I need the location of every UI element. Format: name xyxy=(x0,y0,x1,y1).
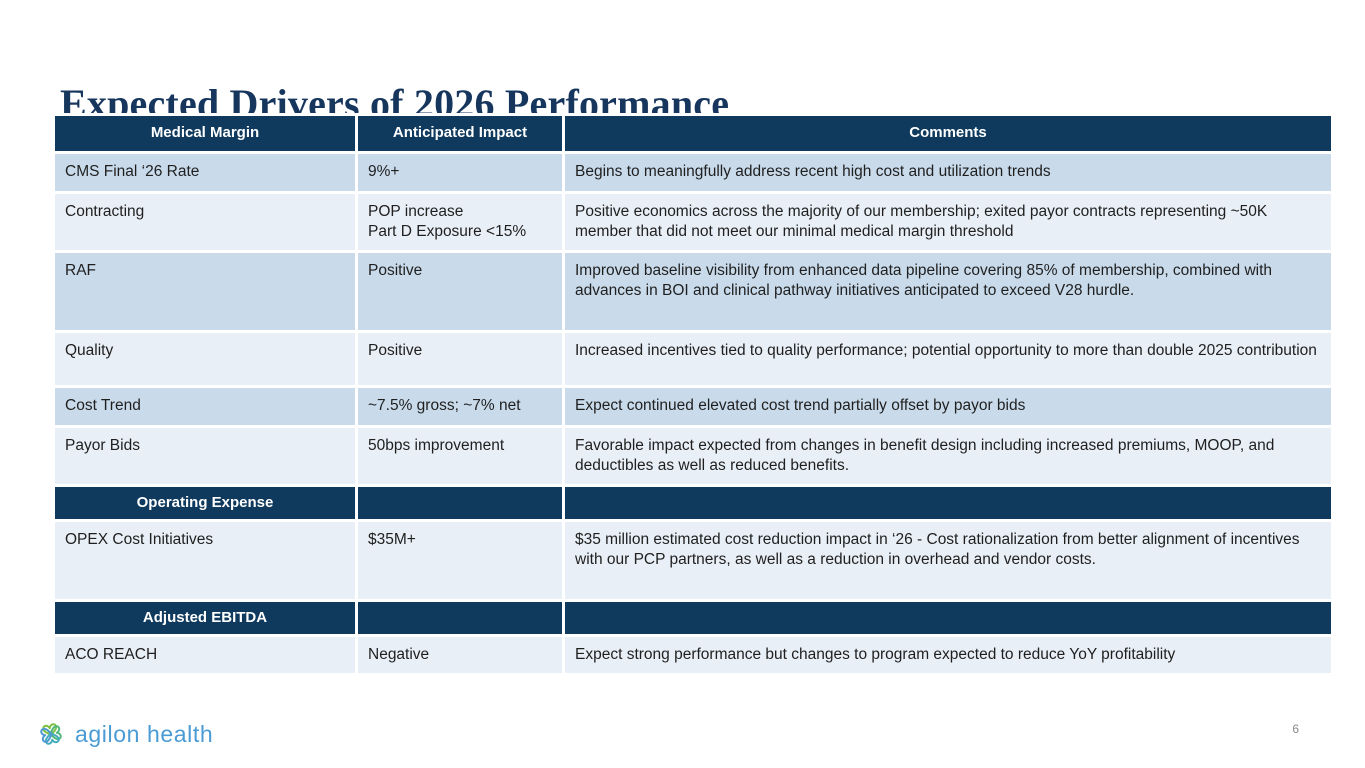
impact-cell: POP increase Part D Exposure <15% xyxy=(355,191,565,253)
driver-cell: Quality xyxy=(52,330,358,388)
comment-cell: Positive economics across the majority o… xyxy=(562,191,1334,253)
comment-cell: Expect strong performance but changes to… xyxy=(562,634,1334,676)
impact-cell: Positive xyxy=(355,250,565,333)
section-header-label: Adjusted EBITDA xyxy=(52,599,358,637)
comment-cell: $35 million estimated cost reduction imp… xyxy=(562,519,1334,602)
column-header-anticipated-impact: Anticipated Impact xyxy=(355,113,565,154)
driver-cell: CMS Final ‘26 Rate xyxy=(52,151,358,194)
section-header-empty-cell xyxy=(562,484,1334,522)
driver-cell: Cost Trend xyxy=(52,385,358,428)
drivers-table: Medical Margin Anticipated Impact Commen… xyxy=(52,113,1334,676)
table-row: Quality Positive Increased incentives ti… xyxy=(52,330,1334,388)
comment-cell: Begins to meaningfully address recent hi… xyxy=(562,151,1334,194)
table-row: Contracting POP increase Part D Exposure… xyxy=(52,191,1334,253)
section-header-row: Operating Expense xyxy=(52,484,1334,522)
table-row: Payor Bids 50bps improvement Favorable i… xyxy=(52,425,1334,487)
section-header-row: Adjusted EBITDA xyxy=(52,599,1334,637)
column-header-medical-margin: Medical Margin xyxy=(52,113,358,154)
impact-cell: ~7.5% gross; ~7% net xyxy=(355,385,565,428)
section-header-empty-cell xyxy=(355,484,565,522)
impact-cell: Negative xyxy=(355,634,565,676)
driver-cell: ACO REACH xyxy=(52,634,358,676)
impact-cell: 9%+ xyxy=(355,151,565,194)
comment-cell: Improved baseline visibility from enhanc… xyxy=(562,250,1334,333)
impact-cell: $35M+ xyxy=(355,519,565,602)
impact-cell: Positive xyxy=(355,330,565,388)
table-row: Cost Trend ~7.5% gross; ~7% net Expect c… xyxy=(52,385,1334,428)
driver-cell: OPEX Cost Initiatives xyxy=(52,519,358,602)
table-header-row: Medical Margin Anticipated Impact Commen… xyxy=(52,113,1334,154)
section-header-empty-cell xyxy=(355,599,565,637)
agilon-health-logo: agilon health xyxy=(34,716,213,752)
agilon-clover-icon xyxy=(40,723,62,745)
table-row: CMS Final ‘26 Rate 9%+ Begins to meaning… xyxy=(52,151,1334,194)
comment-cell: Favorable impact expected from changes i… xyxy=(562,425,1334,487)
comment-cell: Increased incentives tied to quality per… xyxy=(562,330,1334,388)
driver-cell: Contracting xyxy=(52,191,358,253)
logo-wordmark: agilon health xyxy=(75,720,214,747)
section-header-label: Operating Expense xyxy=(52,484,358,522)
driver-cell: RAF xyxy=(52,250,358,333)
table-row: RAF Positive Improved baseline visibilit… xyxy=(52,250,1334,333)
driver-cell: Payor Bids xyxy=(52,425,358,487)
comment-cell: Expect continued elevated cost trend par… xyxy=(562,385,1334,428)
page-number: 6 xyxy=(1292,722,1299,736)
section-header-empty-cell xyxy=(562,599,1334,637)
column-header-comments: Comments xyxy=(562,113,1334,154)
impact-cell: 50bps improvement xyxy=(355,425,565,487)
table-row: OPEX Cost Initiatives $35M+ $35 million … xyxy=(52,519,1334,602)
table-row: ACO REACH Negative Expect strong perform… xyxy=(52,634,1334,676)
